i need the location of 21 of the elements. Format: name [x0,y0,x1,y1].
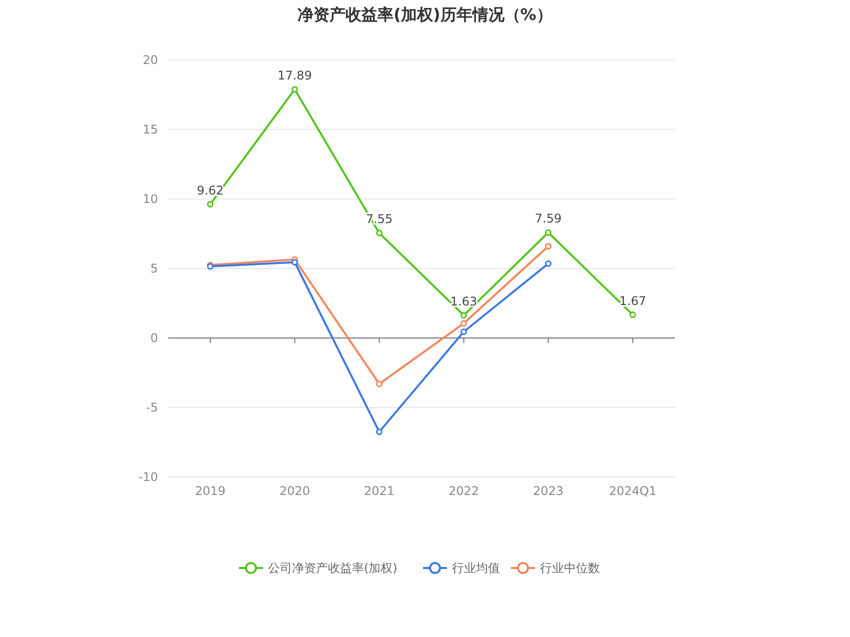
x-tick-label: 2019 [194,484,226,498]
x-tick-label: 2020 [279,484,310,498]
chart-title: 净资产收益率(加权)历年情况（%） [298,5,552,24]
x-tick-label: 2022 [448,484,480,498]
y-tick-label: 20 [142,53,158,67]
legend-label: 行业中位数 [540,561,600,575]
data-label: 1.67 [619,294,646,308]
y-tick-label: 0 [150,331,158,345]
y-tick-label: -5 [146,400,158,414]
x-tick-label: 2024Q1 [608,484,657,498]
y-tick-label: -10 [138,470,158,484]
x-tick-label: 2021 [364,484,395,498]
data-label: 1.63 [450,294,478,308]
y-tick-label: 5 [150,262,158,276]
y-tick-label: 15 [142,122,158,136]
legend-label: 行业均值 [452,561,500,575]
data-label: 17.89 [278,68,312,82]
legend-label: 公司净资产收益率(加权) [268,561,398,575]
x-tick-label: 2023 [532,484,564,498]
data-label: 7.59 [534,212,562,226]
y-tick-label: 10 [142,192,158,206]
